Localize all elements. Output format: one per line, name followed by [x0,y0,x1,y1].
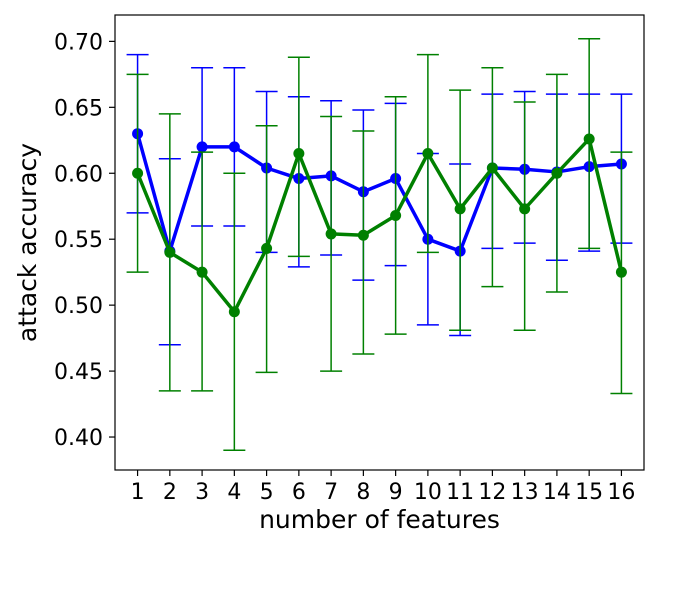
x-tick-label: 12 [478,480,506,505]
ticks-layer: 0.400.450.500.550.600.650.701 2 3 4 5 6 7 8 9 10 1… [54,30,635,505]
x-axis-label: number of features [259,505,500,534]
data-point [486,162,498,174]
x-tick-label: 9 [389,480,403,505]
x-tick-label: 16 [607,480,635,505]
data-point [454,203,466,215]
x-tick-label: 10 [414,480,442,505]
data-point [390,209,402,221]
data-point [228,141,240,153]
data-point [196,266,208,278]
x-tick-label: 13 [511,480,539,505]
y-tick-label: 0.60 [54,162,103,187]
x-tick-label: 6 [292,480,306,505]
data-point [325,228,337,240]
data-point [357,229,369,241]
data-point [551,167,563,179]
data-point [519,203,531,215]
x-tick-label: 4 [227,480,241,505]
series-2 [126,37,633,451]
y-tick-label: 0.45 [54,360,103,385]
y-tick-label: 0.65 [54,96,103,121]
x-tick-label: 8 [356,480,370,505]
data-point [132,167,144,179]
x-tick-label: 5 [260,480,274,505]
y-axis-label: attack accuracy [13,143,42,342]
marks-layer [126,37,633,451]
series-line [135,133,622,253]
data-point [261,242,273,254]
x-tick-label: 15 [575,480,603,505]
data-point [228,306,240,318]
data-point [422,147,434,159]
x-tick-label: 3 [195,480,209,505]
y-tick-label: 0.70 [54,30,103,55]
x-tick-label: 7 [324,480,338,505]
y-tick-label: 0.40 [54,426,103,451]
x-tick-label: 14 [543,480,571,505]
y-tick-label: 0.55 [54,228,103,253]
data-point [615,266,627,278]
plot-frame [114,14,645,471]
data-point [583,133,595,145]
y-tick-label: 0.50 [54,294,103,319]
data-point [196,141,208,153]
x-tick-label: 2 [163,480,177,505]
data-point [164,246,176,258]
x-tick-label: 1 [131,480,145,505]
x-tick-label: 11 [446,480,474,505]
series-line [135,137,624,314]
data-point [293,147,305,159]
